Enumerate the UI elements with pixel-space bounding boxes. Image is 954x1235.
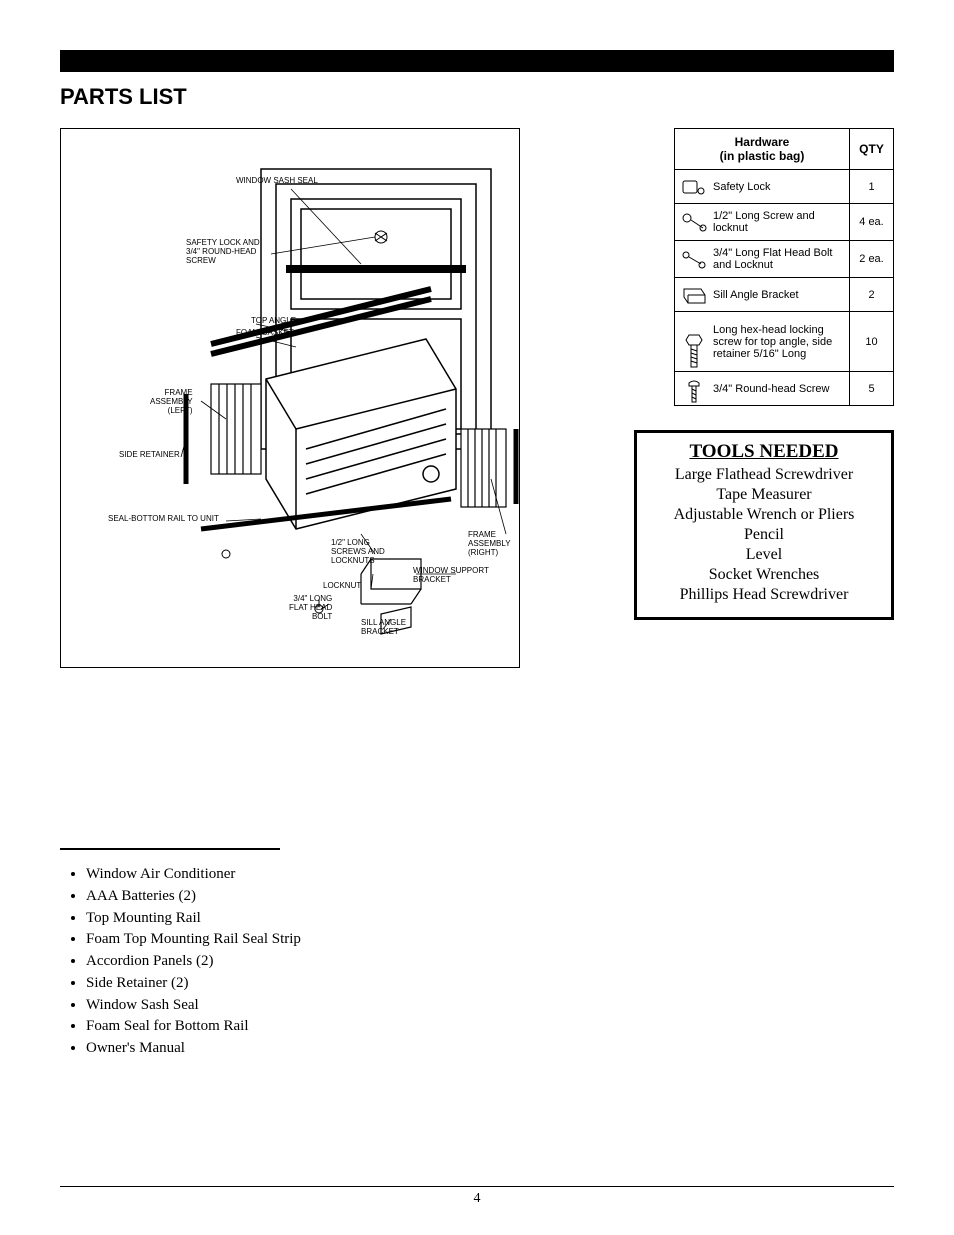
table-row: Sill Angle Bracket 2 xyxy=(675,278,894,312)
safety-lock-icon xyxy=(681,177,707,197)
hw-qty: 4 ea. xyxy=(850,204,894,241)
screw-half-icon xyxy=(681,212,707,232)
parts-diagram: WINDOW SASH SEAL SAFETY LOCK AND 3/4" RO… xyxy=(60,128,520,668)
table-row: Safety Lock 1 xyxy=(675,170,894,204)
label-window-support: WINDOW SUPPORT BRACKET xyxy=(413,567,489,585)
tools-item: Large Flathead Screwdriver xyxy=(647,465,881,485)
hex-screw-icon xyxy=(681,332,707,352)
diagram-svg xyxy=(61,129,521,669)
hw-name: Sill Angle Bracket xyxy=(675,278,850,312)
list-item: Foam Seal for Bottom Rail xyxy=(86,1016,894,1038)
table-header-row: Hardware (in plastic bag) QTY xyxy=(675,129,894,170)
tools-item: Socket Wrenches xyxy=(647,565,881,585)
top-row: WINDOW SASH SEAL SAFETY LOCK AND 3/4" RO… xyxy=(60,128,894,668)
label-top-angle: TOP ANGLE xyxy=(251,317,296,326)
list-item: Owner's Manual xyxy=(86,1038,894,1060)
included-divider xyxy=(60,848,280,850)
tools-item: Phillips Head Screwdriver xyxy=(647,585,881,605)
hw-text: 3/4" Long Flat Head Bolt and Locknut xyxy=(713,247,832,271)
label-locknut: LOCKNUT xyxy=(323,582,361,591)
hw-name: Long hex-head locking screw for top angl… xyxy=(675,312,850,372)
section-title: PARTS LIST xyxy=(60,84,894,110)
list-item: Window Sash Seal xyxy=(86,995,894,1017)
list-item: Foam Top Mounting Rail Seal Strip xyxy=(86,929,894,951)
label-sill-angle: SILL ANGLE BRACKET xyxy=(361,619,406,637)
tools-item: Tape Measurer xyxy=(647,485,881,505)
label-frame-right: FRAME ASSEMBLY (RIGHT) xyxy=(468,531,511,557)
label-foam-gasket: FOAM GASKET xyxy=(236,329,294,338)
list-item: Window Air Conditioner xyxy=(86,864,894,886)
roundhead-screw-icon xyxy=(681,379,707,399)
table-row: 3/4" Round-head Screw 5 xyxy=(675,372,894,406)
hardware-table: Hardware (in plastic bag) QTY Safety Loc… xyxy=(674,128,894,406)
page-number: 4 xyxy=(474,1191,481,1206)
hw-text: Sill Angle Bracket xyxy=(713,289,799,301)
tools-title: TOOLS NEEDED xyxy=(647,441,881,463)
right-column: Hardware (in plastic bag) QTY Safety Loc… xyxy=(550,128,894,620)
included-section: Window Air Conditioner AAA Batteries (2)… xyxy=(60,848,894,1060)
hw-qty: 1 xyxy=(850,170,894,204)
hw-text: Safety Lock xyxy=(713,181,770,193)
list-item: Accordion Panels (2) xyxy=(86,951,894,973)
label-seal-bottom: SEAL-BOTTOM RAIL TO UNIT xyxy=(108,515,219,524)
label-frame-left: FRAME ASSEMBLY (LEFT) xyxy=(150,389,193,415)
bolt-icon xyxy=(681,249,707,269)
tools-item: Adjustable Wrench or Pliers xyxy=(647,505,881,525)
hw-text: 1/2" Long Screw and locknut xyxy=(713,210,815,234)
list-item: Top Mounting Rail xyxy=(86,908,894,930)
hw-name: 3/4" Round-head Screw xyxy=(675,372,850,406)
hw-text: 3/4" Round-head Screw xyxy=(713,383,829,395)
label-side-retainer: SIDE RETAINER xyxy=(119,451,180,460)
label-window-sash-seal: WINDOW SASH SEAL xyxy=(236,177,318,186)
hw-name: 3/4" Long Flat Head Bolt and Locknut xyxy=(675,241,850,278)
table-row: 3/4" Long Flat Head Bolt and Locknut 2 e… xyxy=(675,241,894,278)
qty-header: QTY xyxy=(850,129,894,170)
included-list: Window Air Conditioner AAA Batteries (2)… xyxy=(60,864,894,1060)
hw-name: Safety Lock xyxy=(675,170,850,204)
tools-needed-box: TOOLS NEEDED Large Flathead Screwdriver … xyxy=(634,430,894,620)
hw-qty: 2 xyxy=(850,278,894,312)
label-flat-head: 3/4" LONG FLAT HEAD BOLT xyxy=(289,595,332,621)
tools-item: Pencil xyxy=(647,525,881,545)
tools-item: Level xyxy=(647,545,881,565)
bracket-icon xyxy=(681,285,707,305)
hw-text: Long hex-head locking screw for top angl… xyxy=(713,324,832,360)
header-black-bar xyxy=(60,50,894,72)
list-item: Side Retainer (2) xyxy=(86,973,894,995)
label-half-screws: 1/2" LONG SCREWS AND LOCKNUTS xyxy=(331,539,385,565)
table-row: Long hex-head locking screw for top angl… xyxy=(675,312,894,372)
list-item: AAA Batteries (2) xyxy=(86,886,894,908)
page-footer: 4 xyxy=(60,1186,894,1207)
page: PARTS LIST xyxy=(0,0,954,1235)
label-safety-lock: SAFETY LOCK AND 3/4" ROUND-HEAD SCREW xyxy=(186,239,260,265)
hardware-header: Hardware (in plastic bag) xyxy=(675,129,850,170)
hw-qty: 10 xyxy=(850,312,894,372)
hw-qty: 2 ea. xyxy=(850,241,894,278)
table-row: 1/2" Long Screw and locknut 4 ea. xyxy=(675,204,894,241)
hw-qty: 5 xyxy=(850,372,894,406)
hw-name: 1/2" Long Screw and locknut xyxy=(675,204,850,241)
